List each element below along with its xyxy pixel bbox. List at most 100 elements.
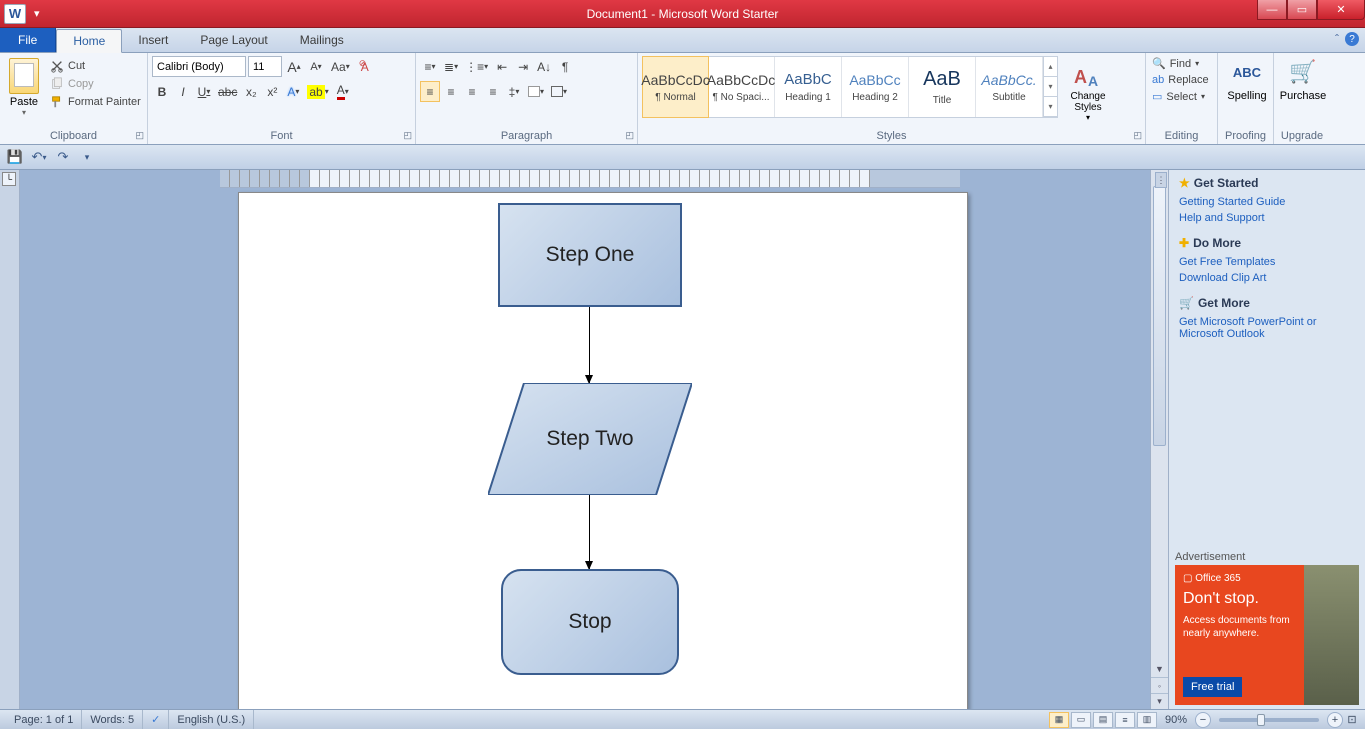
- clear-formatting-button[interactable]: A⊘: [355, 56, 375, 77]
- styles-launcher-icon[interactable]: ◰: [1133, 130, 1142, 141]
- font-color-button[interactable]: A▾: [333, 81, 353, 102]
- prev-page-icon[interactable]: ◦: [1151, 677, 1168, 693]
- italic-button[interactable]: I: [173, 81, 193, 102]
- line-spacing-button[interactable]: ‡▾: [504, 81, 524, 102]
- status-proofing-icon[interactable]: ✓: [143, 710, 169, 729]
- qat-dropdown-icon[interactable]: ▾: [34, 7, 40, 20]
- qat-customize-icon[interactable]: ▾: [78, 148, 96, 166]
- format-painter-button[interactable]: Format Painter: [48, 94, 143, 110]
- replace-button[interactable]: abReplace: [1150, 73, 1213, 87]
- spelling-button[interactable]: ABC Spelling: [1222, 56, 1272, 102]
- ad-cta-button[interactable]: Free trial: [1183, 677, 1242, 697]
- numbering-button[interactable]: ≣▾: [441, 56, 461, 77]
- close-button[interactable]: ✕: [1317, 0, 1365, 20]
- vertical-scrollbar[interactable]: ▲ ▼ ◦▾: [1150, 170, 1168, 709]
- font-size-input[interactable]: [248, 56, 282, 77]
- tab-selector-icon[interactable]: └: [2, 172, 16, 186]
- style-normal[interactable]: AaBbCcDc¶ Normal: [642, 56, 709, 118]
- change-case-button[interactable]: Aa▾: [328, 56, 353, 77]
- sp-link-powerpoint[interactable]: Get Microsoft PowerPoint or Microsoft Ou…: [1179, 314, 1355, 342]
- flowchart-connector-2[interactable]: [589, 495, 590, 569]
- text-effects-button[interactable]: A▾: [283, 81, 303, 102]
- view-web-layout-button[interactable]: ▤: [1093, 712, 1113, 728]
- tab-insert[interactable]: Insert: [122, 28, 184, 52]
- flowchart-node-step-one[interactable]: Step One: [498, 203, 682, 307]
- style-no-spacing[interactable]: AaBbCcDc¶ No Spaci...: [708, 57, 775, 117]
- horizontal-ruler[interactable]: [220, 170, 960, 188]
- save-button[interactable]: 💾: [6, 148, 24, 166]
- highlight-button[interactable]: ab▾: [304, 81, 331, 102]
- view-full-screen-button[interactable]: ▭: [1071, 712, 1091, 728]
- strikethrough-button[interactable]: abc: [215, 81, 240, 102]
- style-title[interactable]: AaBTitle: [909, 57, 976, 117]
- font-launcher-icon[interactable]: ◰: [403, 130, 412, 141]
- font-name-input[interactable]: [152, 56, 246, 77]
- view-draft-button[interactable]: ▥: [1137, 712, 1157, 728]
- show-marks-button[interactable]: ¶: [555, 56, 575, 77]
- ad-box[interactable]: ▢ Office 365 Don't stop. Access document…: [1175, 565, 1359, 705]
- tab-page-layout[interactable]: Page Layout: [184, 28, 283, 52]
- paragraph-launcher-icon[interactable]: ◰: [625, 130, 634, 141]
- paste-button[interactable]: Paste ▾: [4, 56, 44, 128]
- sp-link-help[interactable]: Help and Support: [1179, 210, 1355, 226]
- status-page[interactable]: Page: 1 of 1: [6, 710, 82, 729]
- find-button[interactable]: 🔍Find▾: [1150, 56, 1213, 71]
- panel-grip-icon[interactable]: ⋮: [1155, 172, 1167, 188]
- zoom-slider[interactable]: [1219, 718, 1319, 722]
- flowchart-connector-1[interactable]: [589, 307, 590, 383]
- minimize-ribbon-icon[interactable]: ˆ: [1335, 32, 1339, 46]
- vertical-ruler[interactable]: └: [0, 170, 20, 709]
- zoom-level[interactable]: 90%: [1165, 714, 1187, 726]
- tab-mailings[interactable]: Mailings: [284, 28, 360, 52]
- bullets-button[interactable]: ≡▾: [420, 56, 440, 77]
- shading-button[interactable]: ▾: [525, 81, 547, 102]
- grow-font-button[interactable]: A▴: [284, 56, 304, 77]
- flowchart-node-step-two[interactable]: Step Two: [488, 383, 692, 495]
- zoom-out-button[interactable]: −: [1195, 712, 1211, 728]
- zoom-knob[interactable]: [1257, 714, 1265, 726]
- change-styles-button[interactable]: AA Change Styles▾: [1066, 56, 1110, 128]
- redo-button[interactable]: ↷: [54, 148, 72, 166]
- maximize-button[interactable]: ▭: [1287, 0, 1317, 20]
- copy-button[interactable]: Copy: [48, 76, 143, 92]
- sp-link-getting-started[interactable]: Getting Started Guide: [1179, 194, 1355, 210]
- align-center-button[interactable]: ≡: [441, 81, 461, 102]
- select-button[interactable]: ▭Select▾: [1150, 89, 1213, 104]
- purchase-button[interactable]: 🛒 Purchase: [1278, 56, 1328, 102]
- underline-button[interactable]: U▾: [194, 81, 214, 102]
- scroll-thumb[interactable]: [1153, 186, 1166, 446]
- increase-indent-button[interactable]: ⇥: [513, 56, 533, 77]
- status-words[interactable]: Words: 5: [82, 710, 143, 729]
- sort-button[interactable]: A↓: [534, 56, 554, 77]
- zoom-in-button[interactable]: +: [1327, 712, 1343, 728]
- undo-button[interactable]: ↶▾: [30, 148, 48, 166]
- file-tab[interactable]: File: [0, 28, 56, 52]
- style-heading1[interactable]: AaBbCHeading 1: [775, 57, 842, 117]
- document-page[interactable]: Step One Step Two Stop: [238, 192, 968, 709]
- cut-button[interactable]: Cut: [48, 58, 143, 74]
- borders-button[interactable]: ▾: [548, 81, 570, 102]
- sp-link-clipart[interactable]: Download Clip Art: [1179, 270, 1355, 286]
- bold-button[interactable]: B: [152, 81, 172, 102]
- clipboard-launcher-icon[interactable]: ◰: [135, 130, 144, 141]
- help-icon[interactable]: ?: [1345, 32, 1359, 46]
- align-left-button[interactable]: ≡: [420, 81, 440, 102]
- align-right-button[interactable]: ≡: [462, 81, 482, 102]
- view-outline-button[interactable]: ≡: [1115, 712, 1135, 728]
- style-heading2[interactable]: AaBbCcHeading 2: [842, 57, 909, 117]
- subscript-button[interactable]: x₂: [241, 81, 261, 102]
- scroll-down-icon[interactable]: ▼: [1151, 661, 1168, 677]
- shrink-font-button[interactable]: A▾: [306, 56, 326, 77]
- document-viewport[interactable]: Step One Step Two Stop: [20, 170, 1150, 709]
- status-language[interactable]: English (U.S.): [169, 710, 254, 729]
- view-print-layout-button[interactable]: ▦: [1049, 712, 1069, 728]
- fit-button[interactable]: ⊡: [1345, 713, 1359, 726]
- styles-gallery[interactable]: AaBbCcDc¶ Normal AaBbCcDc¶ No Spaci... A…: [642, 56, 1058, 118]
- decrease-indent-button[interactable]: ⇤: [492, 56, 512, 77]
- flowchart-node-stop[interactable]: Stop: [501, 569, 679, 675]
- sp-link-templates[interactable]: Get Free Templates: [1179, 254, 1355, 270]
- styles-scroll[interactable]: ▴▾▾: [1043, 57, 1057, 117]
- tab-home[interactable]: Home: [56, 29, 122, 53]
- multilevel-button[interactable]: ⋮≡▾: [462, 56, 491, 77]
- next-page-icon[interactable]: ▾: [1151, 693, 1168, 709]
